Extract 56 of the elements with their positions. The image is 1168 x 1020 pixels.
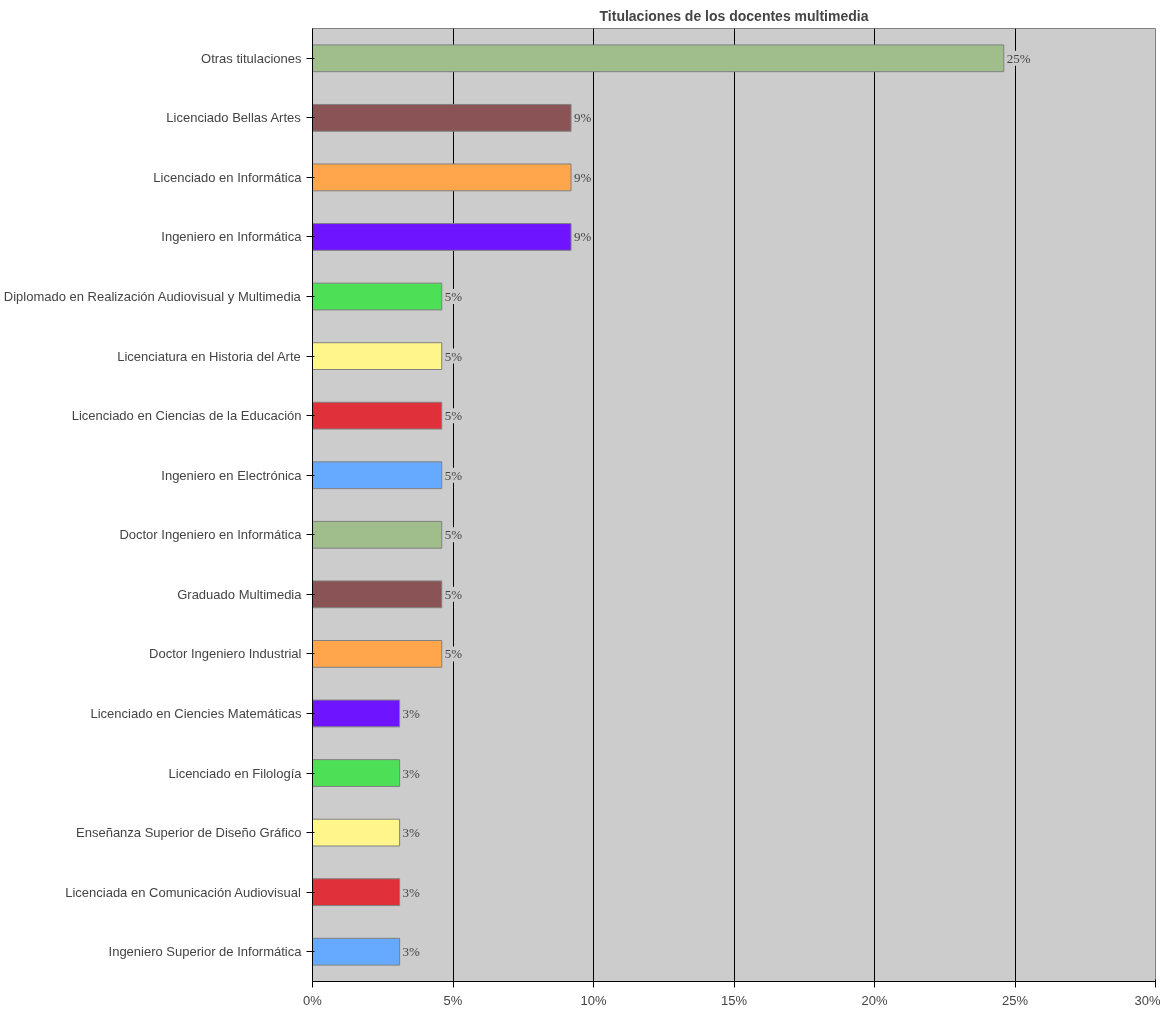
data-label: 5% [444, 646, 463, 662]
data-label: 9% [574, 110, 592, 126]
data-label: 5% [444, 586, 463, 602]
bar [312, 342, 443, 370]
y-tick-label: Ingeniero en Informática [161, 229, 303, 245]
bar [312, 103, 572, 132]
bar [312, 937, 401, 966]
data-label: 3% [402, 765, 421, 781]
y-tick-label: Enseñanza Superior de Diseño Gráfico [76, 825, 302, 841]
bar [312, 163, 572, 192]
y-tick-label: Doctor Ingeniero Industrial [149, 646, 302, 662]
bar [312, 699, 401, 728]
y-tick-label: Licenciatura en Historia del Arte [117, 348, 301, 364]
chart-title: Titulaciones de los docentes multimedia [599, 7, 869, 24]
data-label: 3% [402, 884, 421, 900]
data-label: 9% [574, 169, 592, 185]
data-label: 3% [402, 825, 421, 841]
bar [312, 44, 1005, 73]
bar [312, 818, 401, 847]
data-label: 5% [444, 348, 463, 364]
bar [312, 580, 443, 609]
y-tick-label: Licenciado en Ciencies Matemáticas [90, 705, 302, 721]
x-tick-label: 30% [1134, 992, 1161, 1008]
y-tick-label: Ingeniero Superior de Informática [108, 944, 303, 960]
y-tick-label: Ingeniero en Electrónica [161, 467, 303, 483]
x-tick-label: 25% [1001, 992, 1029, 1008]
x-tick-label: 10% [580, 992, 607, 1008]
data-label: 3% [402, 705, 421, 721]
bar [312, 640, 443, 668]
bar [312, 282, 443, 311]
data-label: 3% [402, 944, 421, 960]
bar [312, 520, 443, 549]
bar [312, 461, 443, 490]
y-tick-label: Otras titulaciones [201, 50, 302, 66]
bar [312, 759, 401, 787]
data-label: 5% [444, 467, 463, 483]
data-label: 9% [574, 229, 592, 245]
x-tick-label: 15% [720, 992, 748, 1008]
y-tick-label: Licenciado en Ciencias de la Educación [71, 408, 302, 424]
bar [312, 401, 443, 430]
y-tick-label: Licenciada en Comunicación Audiovisual [65, 884, 301, 900]
x-tick-label: 20% [861, 992, 888, 1008]
y-tick-label: Doctor Ingeniero en Informática [119, 527, 303, 543]
data-label: 5% [444, 408, 463, 424]
y-tick-label: Licenciado en Informática [153, 169, 303, 185]
data-label: 5% [444, 289, 463, 305]
bar [312, 878, 401, 907]
y-tick-label: Licenciado Bellas Artes [166, 110, 302, 126]
bar [312, 223, 572, 251]
data-label: 25% [1006, 50, 1031, 66]
x-tick-label: 0% [303, 992, 323, 1008]
y-tick-label: Graduado Multimedia [177, 586, 303, 602]
data-label: 5% [444, 527, 463, 543]
x-tick-label: 5% [443, 992, 463, 1008]
y-tick-label: Diplomado en Realización Audiovisual y Multimedia [3, 289, 302, 305]
y-tick-label: Licenciado en Filología [168, 765, 303, 781]
